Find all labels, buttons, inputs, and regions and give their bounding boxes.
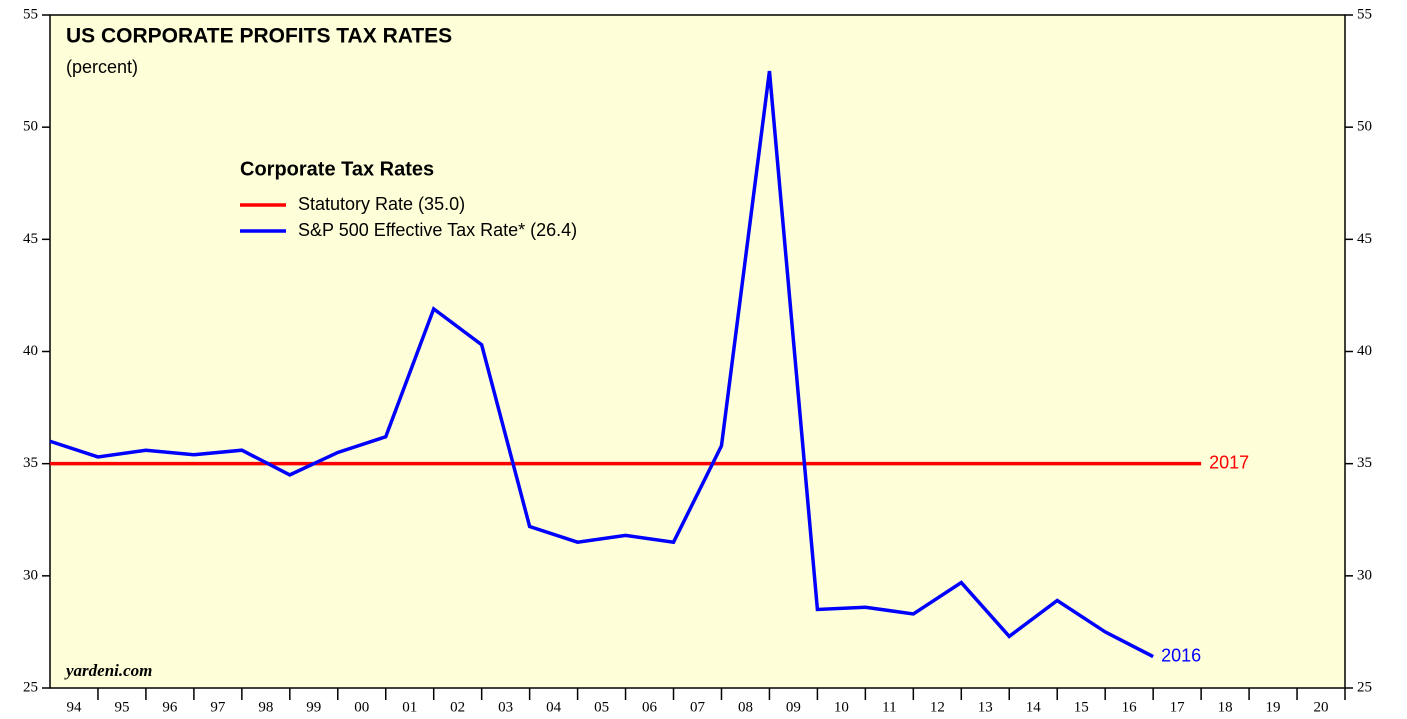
x-tick-label: 96 xyxy=(162,699,178,715)
line-series xyxy=(49,70,1154,659)
y-tick-label: 45 xyxy=(23,231,38,247)
source: yardeni.com xyxy=(64,661,152,680)
y-tick-label: 35 xyxy=(23,455,38,471)
x-tick-label: 04 xyxy=(546,699,562,715)
y-tick-label: 50 xyxy=(23,119,38,135)
plot-area xyxy=(49,14,1346,689)
chart-title: US CORPORATE PROFITS TAX RATES xyxy=(66,25,452,48)
legend-title: Corporate Tax Rates xyxy=(240,158,434,180)
x-tick-label: 97 xyxy=(210,699,226,715)
end-label: 2016 xyxy=(1161,645,1201,665)
x-tick-label: 05 xyxy=(594,699,609,715)
y-tick-label: 25 xyxy=(23,679,38,695)
x-tick-label: 99 xyxy=(306,699,321,715)
x-tick-label: 95 xyxy=(114,699,129,715)
y-tick-label: 40 xyxy=(23,343,38,359)
x-tick-label: 02 xyxy=(450,699,465,715)
x-tick-label: 12 xyxy=(930,699,945,715)
x-tick-label: 98 xyxy=(258,699,273,715)
x-tick-label: 09 xyxy=(786,699,801,715)
y2-tick-label: 50 xyxy=(1357,119,1372,135)
x-tick-label: 03 xyxy=(498,699,513,715)
x-tick-label: 18 xyxy=(1218,699,1233,715)
y2-tick-label: 45 xyxy=(1357,231,1372,247)
x-tick-label: 01 xyxy=(402,699,417,715)
legend-label: Statutory Rate (35.0) xyxy=(298,194,465,214)
y-tick-label: 55 xyxy=(23,6,38,22)
y2-tick-label: 30 xyxy=(1357,567,1372,583)
chart-subtitle: (percent) xyxy=(66,57,138,77)
y2-tick-label: 40 xyxy=(1357,343,1372,359)
x-tick-label: 10 xyxy=(834,699,849,715)
x-tick-label: 14 xyxy=(1026,699,1042,715)
x-tick-label: 15 xyxy=(1074,699,1089,715)
legend-label: S&P 500 Effective Tax Rate* (26.4) xyxy=(298,220,577,240)
y2-tick-label: 55 xyxy=(1357,6,1372,22)
x-tick-label: 07 xyxy=(690,699,706,715)
x-tick-label: 19 xyxy=(1266,699,1281,715)
x-tick-label: 06 xyxy=(642,699,658,715)
x-tick-label: 94 xyxy=(66,699,82,715)
x-tick-label: 17 xyxy=(1170,699,1186,715)
y-tick-label: 30 xyxy=(23,567,38,583)
x-tick-label: 00 xyxy=(354,699,369,715)
x-tick-label: 13 xyxy=(978,699,993,715)
x-tick-label: 11 xyxy=(882,699,896,715)
x-tick-label: 20 xyxy=(1314,699,1329,715)
x-tick-label: 08 xyxy=(738,699,753,715)
x-tick-label: 16 xyxy=(1122,699,1138,715)
y2-tick-label: 25 xyxy=(1357,679,1372,695)
y2-tick-label: 35 xyxy=(1357,455,1372,471)
end-label: 2017 xyxy=(1209,452,1249,472)
